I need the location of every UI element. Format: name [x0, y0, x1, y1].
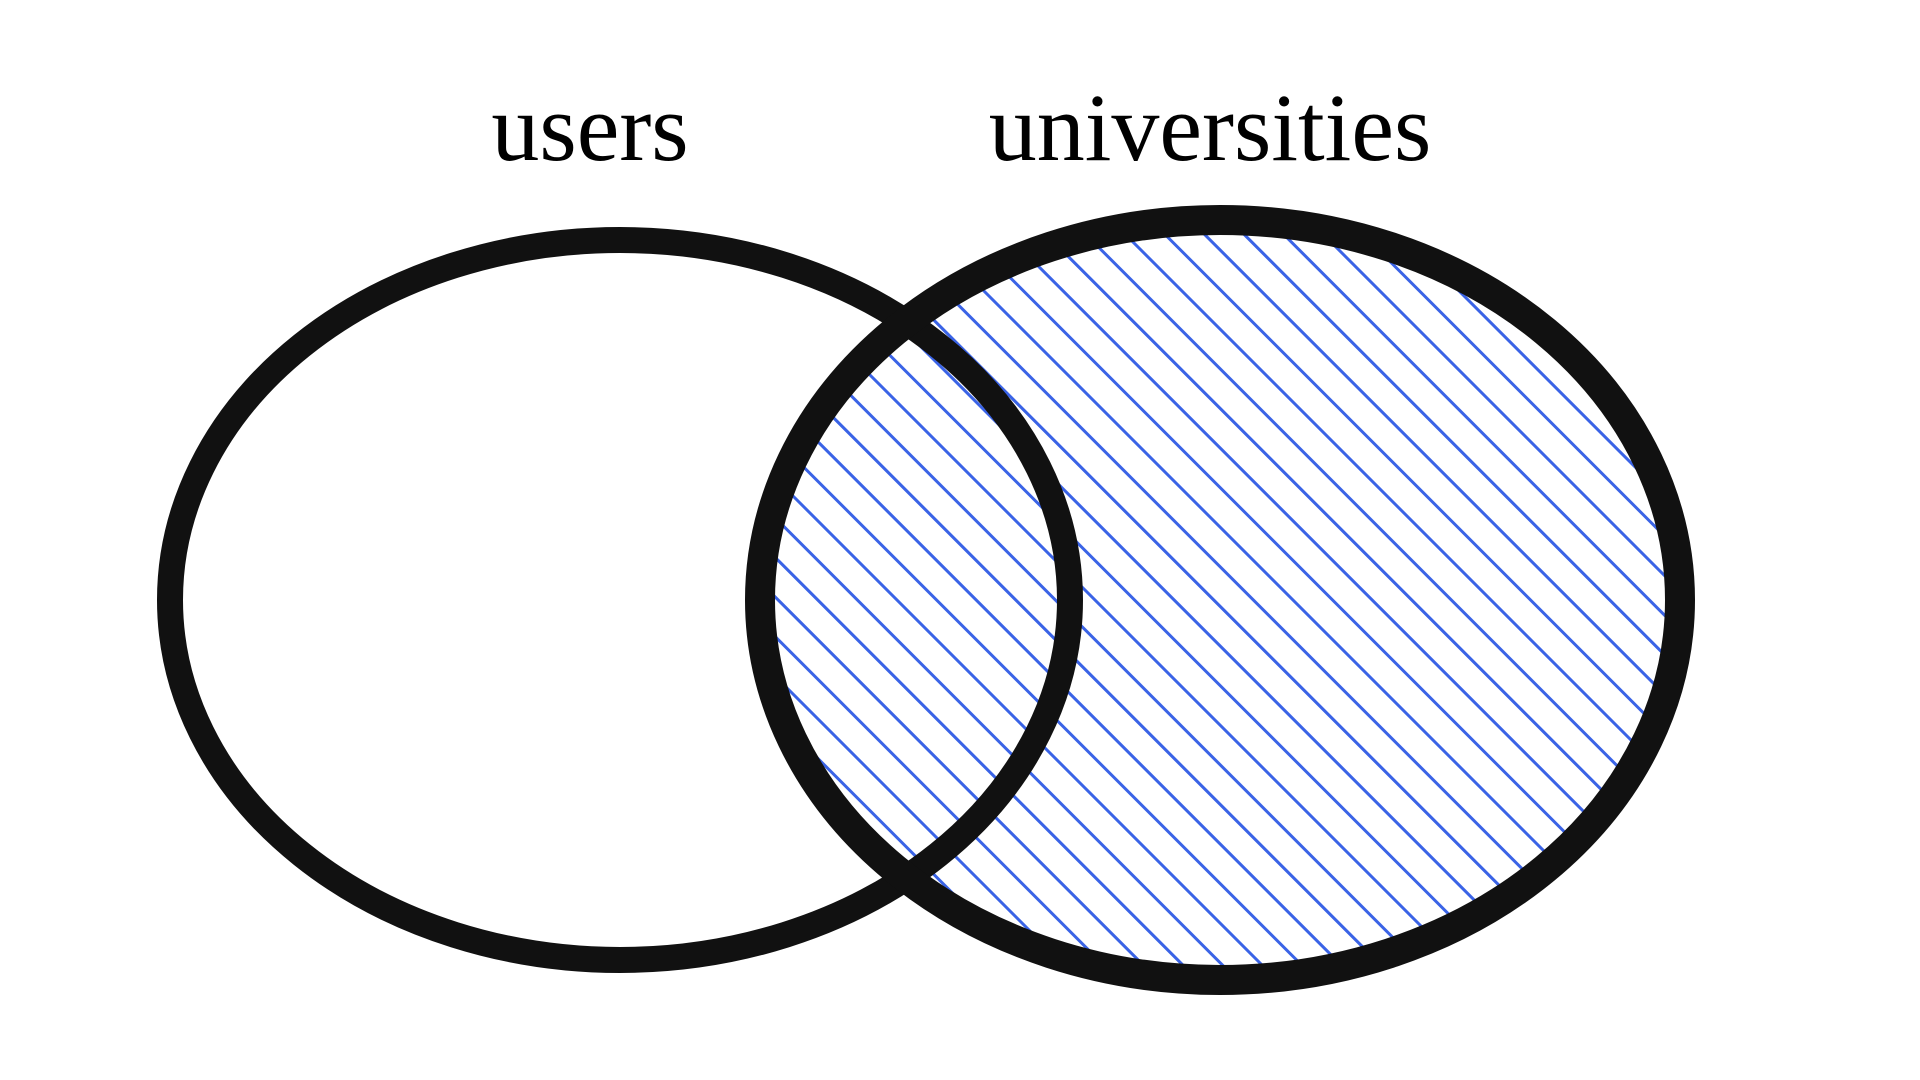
venn-diagram: users universities: [0, 0, 1920, 1080]
left-set-label: users: [491, 74, 688, 181]
right-set-label: universities: [989, 74, 1432, 181]
